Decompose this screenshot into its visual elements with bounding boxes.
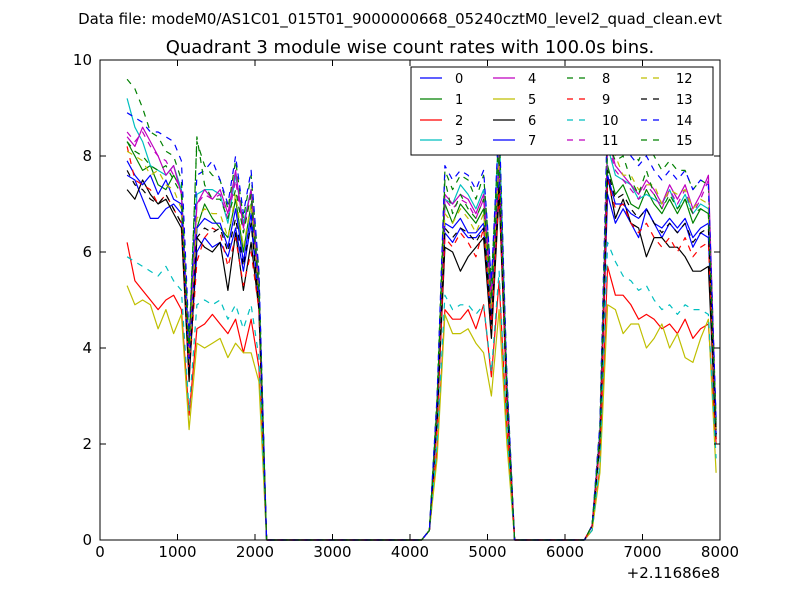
series-line-4 (126, 126, 717, 541)
y-tick-label: 10 (73, 51, 92, 69)
legend-label-13: 13 (676, 93, 693, 108)
x-tick-label: 8000 (701, 543, 739, 561)
legend-label-6: 6 (528, 114, 536, 129)
series-line-13 (126, 169, 717, 541)
chart-suptitle: Data file: modeM0/AS1C01_015T01_90000006… (78, 10, 722, 29)
legend-label-1: 1 (455, 93, 463, 108)
x-tick-label: 1000 (158, 543, 196, 561)
x-tick-label: 3000 (313, 543, 351, 561)
series-line-3 (126, 98, 717, 541)
x-tick-label: 5000 (468, 543, 506, 561)
x-tick-label: 0 (95, 543, 105, 561)
y-tick-label: 0 (82, 531, 92, 549)
legend-label-10: 10 (602, 114, 619, 129)
series-line-11 (126, 131, 717, 541)
series-line-9 (126, 146, 717, 541)
x-offset-label: +2.11686e8 (627, 564, 720, 582)
legend-label-12: 12 (676, 72, 693, 87)
legend-label-15: 15 (676, 134, 693, 149)
y-tick-label: 8 (82, 147, 92, 165)
legend-label-11: 11 (602, 134, 619, 149)
x-tick-label: 2000 (236, 543, 274, 561)
legend-label-0: 0 (455, 72, 463, 87)
legend-label-8: 8 (602, 72, 610, 87)
y-tick-label: 2 (82, 435, 92, 453)
y-tick-label: 6 (82, 243, 92, 261)
series-line-14 (126, 107, 717, 541)
series-line-10 (126, 241, 717, 541)
legend-label-9: 9 (602, 93, 610, 108)
legend-box (410, 66, 714, 156)
y-tick-label: 4 (82, 339, 92, 357)
x-tick-label: 6000 (546, 543, 584, 561)
plot-area: 0 1000 2000 3000 4000 5000 6000 7000 80000246810… (73, 51, 739, 561)
chart-title: Quadrant 3 module wise count rates with … (166, 37, 655, 58)
series-line-5 (126, 285, 717, 541)
legend-label-4: 4 (528, 72, 536, 87)
legend-label-5: 5 (528, 93, 536, 108)
legend-label-14: 14 (676, 114, 693, 129)
legend-label-2: 2 (455, 114, 463, 129)
x-tick-label: 7000 (623, 543, 661, 561)
legend-label-7: 7 (528, 134, 536, 149)
x-tick-label: 4000 (391, 543, 429, 561)
series-line-12 (126, 126, 717, 541)
legend-label-3: 3 (455, 134, 463, 149)
series-line-2 (126, 242, 717, 541)
